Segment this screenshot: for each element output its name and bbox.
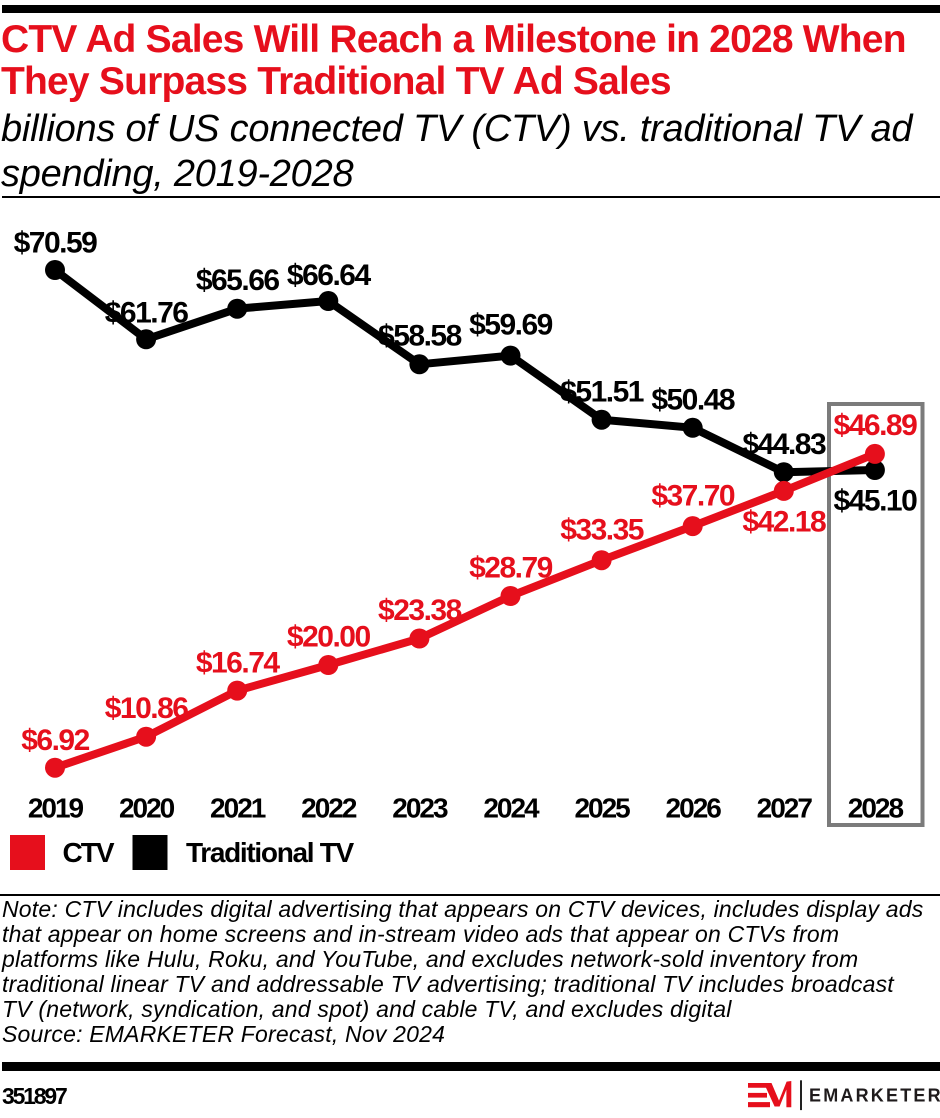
svg-text:$51.51: $51.51 bbox=[560, 376, 644, 409]
svg-text:$37.70: $37.70 bbox=[651, 480, 735, 513]
svg-text:$16.74: $16.74 bbox=[196, 647, 281, 680]
svg-text:$28.79: $28.79 bbox=[469, 552, 553, 585]
svg-text:$46.89: $46.89 bbox=[834, 409, 918, 442]
svg-text:$70.59: $70.59 bbox=[14, 227, 98, 260]
svg-text:2022: 2022 bbox=[301, 793, 357, 824]
svg-text:CTV: CTV bbox=[63, 837, 115, 868]
svg-text:$45.10: $45.10 bbox=[834, 485, 918, 518]
svg-text:$65.66: $65.66 bbox=[196, 264, 280, 297]
svg-text:2028: 2028 bbox=[848, 793, 904, 824]
svg-text:$20.00: $20.00 bbox=[287, 621, 371, 654]
svg-text:$66.64: $66.64 bbox=[287, 259, 372, 292]
svg-text:$59.69: $59.69 bbox=[469, 309, 553, 342]
svg-text:2024: 2024 bbox=[483, 793, 540, 824]
svg-text:$44.83: $44.83 bbox=[742, 428, 826, 461]
svg-text:$58.58: $58.58 bbox=[378, 320, 462, 353]
svg-text:$61.76: $61.76 bbox=[105, 297, 189, 330]
svg-text:2019: 2019 bbox=[28, 793, 84, 824]
svg-text:2027: 2027 bbox=[757, 793, 813, 824]
svg-text:2020: 2020 bbox=[119, 793, 175, 824]
svg-text:2023: 2023 bbox=[392, 793, 448, 824]
svg-text:2026: 2026 bbox=[666, 793, 722, 824]
svg-text:2025: 2025 bbox=[574, 793, 630, 824]
svg-text:$6.92: $6.92 bbox=[21, 724, 89, 757]
svg-text:$42.18: $42.18 bbox=[742, 506, 826, 539]
svg-text:$33.35: $33.35 bbox=[560, 514, 644, 547]
svg-text:Traditional TV: Traditional TV bbox=[186, 837, 355, 868]
svg-text:$10.86: $10.86 bbox=[105, 692, 189, 725]
svg-text:2021: 2021 bbox=[210, 793, 266, 824]
svg-text:$50.48: $50.48 bbox=[651, 384, 735, 417]
svg-text:$23.38: $23.38 bbox=[378, 594, 462, 627]
svg-text:EMARKETER: EMARKETER bbox=[809, 1086, 940, 1106]
